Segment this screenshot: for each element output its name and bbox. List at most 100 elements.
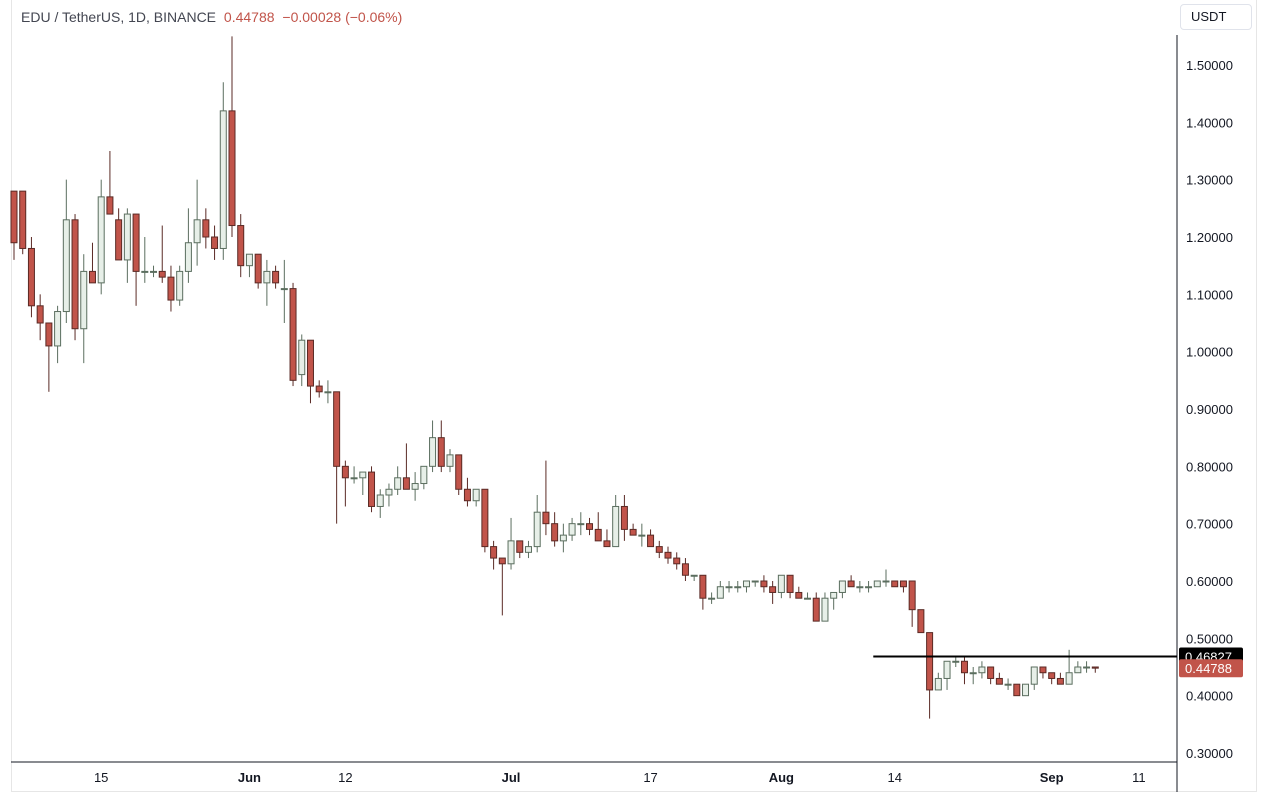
candle	[507, 517, 515, 570]
candle-body	[27, 247, 35, 307]
last-price-badge	[1179, 659, 1243, 678]
price-tick-label: 1.00000	[1186, 345, 1233, 360]
candle	[865, 581, 873, 593]
candle-body	[655, 546, 663, 553]
candle-body	[245, 253, 253, 267]
candle-body	[612, 505, 620, 548]
candle-body	[760, 580, 768, 588]
candle-body	[376, 494, 384, 507]
candle	[184, 208, 192, 283]
candle-body	[594, 528, 602, 542]
time-axis: 15 Jun 12 Jul 17 Aug 14 Sep 11	[94, 770, 1146, 785]
candle	[289, 282, 297, 387]
candle	[516, 540, 524, 559]
candle	[368, 466, 376, 513]
candle	[873, 580, 881, 588]
candle-body	[306, 339, 314, 387]
candle	[202, 208, 210, 249]
candle-body	[237, 225, 245, 267]
candle-body	[934, 677, 942, 691]
candle-body	[620, 505, 628, 530]
candle	[350, 466, 358, 484]
candle	[1083, 661, 1091, 673]
candle-body	[873, 580, 881, 588]
chart-frame	[11, 0, 1257, 792]
candle	[80, 254, 88, 364]
candle	[141, 237, 149, 283]
candle	[97, 179, 105, 295]
candle	[542, 460, 550, 536]
candle	[594, 512, 602, 542]
candle	[167, 265, 175, 312]
candle	[699, 574, 707, 610]
candle	[498, 557, 506, 616]
candle-body	[420, 465, 428, 485]
candle	[987, 666, 995, 685]
candle	[1048, 672, 1056, 685]
candle-body	[838, 580, 846, 593]
candle-body	[1056, 677, 1064, 685]
candle	[359, 471, 367, 495]
candle-body	[280, 288, 288, 291]
candle	[36, 294, 44, 341]
candle	[551, 512, 559, 547]
candle	[926, 632, 934, 719]
candle	[123, 208, 131, 283]
price-tick-label: 0.50000	[1186, 631, 1233, 646]
candle	[1022, 683, 1030, 697]
candle	[376, 489, 384, 518]
candle	[1056, 672, 1064, 685]
candle	[629, 523, 637, 536]
candle	[298, 334, 306, 387]
candle	[838, 580, 846, 599]
candle-body	[987, 666, 995, 679]
candle-body	[978, 666, 986, 674]
candle	[411, 472, 419, 501]
candle	[245, 253, 253, 278]
candle-body	[315, 385, 323, 393]
candle-body	[62, 219, 70, 313]
candle-body	[751, 580, 759, 583]
candle-body	[960, 660, 968, 674]
candle-body	[1083, 666, 1091, 669]
candle-body	[272, 270, 280, 284]
candle-body	[725, 586, 733, 589]
candle	[559, 523, 567, 553]
candle	[254, 253, 262, 289]
candle-body	[1091, 666, 1099, 669]
candle	[681, 558, 689, 581]
candle-body	[176, 270, 184, 301]
candle-body	[10, 190, 18, 244]
candle	[978, 661, 986, 679]
candle-body	[88, 270, 96, 284]
time-tick-label: Jul	[502, 770, 521, 785]
candle	[1074, 661, 1082, 674]
symbol-title[interactable]: EDU / TetherUS, 1D, BINANCE	[21, 9, 217, 25]
candle-body	[158, 270, 166, 278]
candle	[533, 495, 541, 553]
candle-body	[1030, 666, 1038, 685]
candle	[856, 581, 864, 593]
candle	[211, 225, 219, 260]
candle	[725, 581, 733, 593]
candle-body	[1065, 672, 1073, 685]
candle-body	[289, 288, 297, 381]
candle	[612, 495, 620, 548]
candle-body	[263, 270, 271, 284]
candle	[429, 420, 437, 473]
currency-button[interactable]: USDT	[1180, 4, 1252, 30]
candle-body	[1022, 683, 1030, 697]
candle	[524, 540, 532, 559]
candle-body	[1013, 683, 1021, 697]
candle-body	[516, 540, 524, 553]
candle-body	[568, 523, 576, 536]
candle-body	[463, 488, 471, 502]
candle-body	[184, 242, 192, 272]
candle	[341, 460, 349, 507]
candle-body	[586, 523, 594, 530]
time-tick-label: Jun	[238, 770, 261, 785]
price-tick-label: 0.40000	[1186, 689, 1233, 704]
candle	[132, 213, 140, 306]
